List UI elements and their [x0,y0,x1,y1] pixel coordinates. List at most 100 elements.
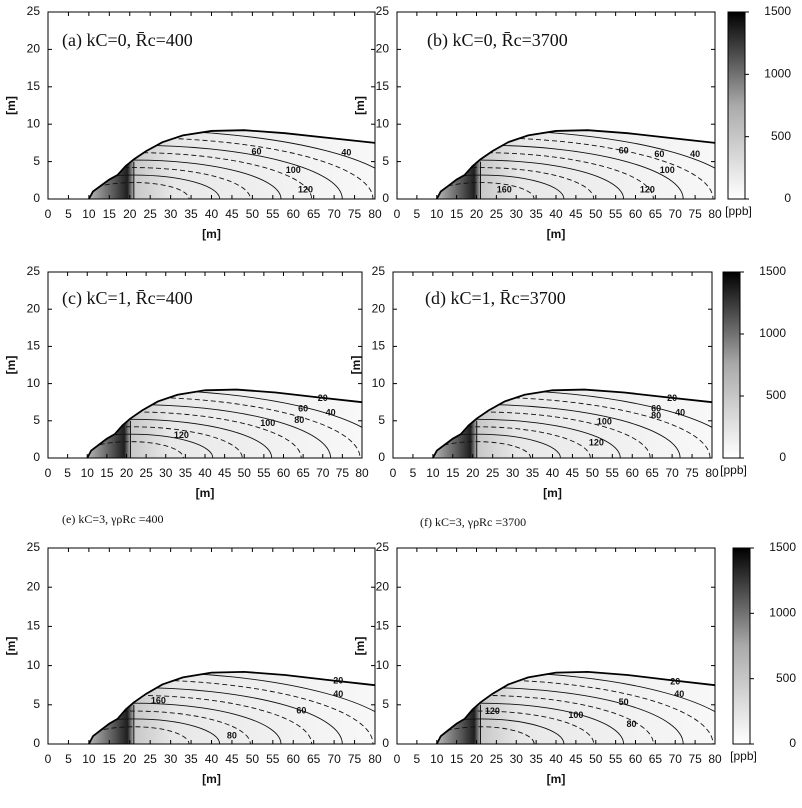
plume-edge [432,388,713,459]
x-tick-label: 5 [414,207,421,221]
contour-label: 40 [674,689,684,699]
x-tick-label: 15 [100,466,114,480]
y-axis-label: [m] [353,637,367,656]
plume-edge [88,129,376,200]
y-tick-label: 10 [376,658,390,672]
x-tick-label: 35 [184,752,198,766]
colorbar-tick-label: 500 [776,671,796,685]
contour-label: 80 [294,415,304,425]
y-tick-label: 25 [27,4,41,18]
y-tick-label: 20 [27,579,41,593]
x-axis-label: [m] [202,772,221,786]
x-tick-label: 20 [123,752,137,766]
contour-label: 20 [318,393,328,403]
x-tick-label: 80 [368,207,382,221]
x-tick-label: 65 [307,752,321,766]
x-tick-label: 35 [529,752,543,766]
contour-label: 120 [174,430,189,440]
contour-label: 80 [227,731,237,741]
x-tick-label: 10 [82,752,96,766]
x-tick-label: 60 [629,752,643,766]
contour-label: 50 [619,697,629,707]
panel-title: (e) kC=3, γρRc =400 [62,512,163,526]
x-tick-label: 20 [466,466,480,480]
x-tick-label: 60 [277,466,291,480]
colorbar-label: [ppb] [720,463,747,477]
x-tick-label: 50 [589,752,603,766]
y-axis-label: [m] [4,356,18,375]
x-tick-label: 50 [589,207,603,221]
x-tick-label: 45 [569,752,583,766]
x-tick-label: 45 [225,207,239,221]
contour-label: 160 [497,184,512,194]
x-tick-label: 0 [394,752,401,766]
panel-title: (b) kC=0, R̄c=3700 [427,30,568,51]
panel-title: (d) kC=1, R̄c=3700 [425,288,566,309]
x-tick-label: 65 [296,466,310,480]
x-tick-label: 20 [120,466,134,480]
x-tick-label: 55 [257,466,271,480]
x-tick-label: 80 [708,752,722,766]
y-tick-label: 15 [376,619,390,633]
x-tick-label: 40 [205,207,219,221]
x-tick-label: 75 [348,207,362,221]
x-tick-label: 0 [45,466,52,480]
y-axis-label: [m] [349,356,363,375]
plume-edge [88,670,376,745]
colorbar-tick-label: 1500 [764,4,791,18]
x-tick-label: 70 [665,466,679,480]
contour-label: 60 [619,146,629,156]
contour-label: 40 [675,408,685,418]
colorbar-label: [ppb] [725,204,752,218]
colorbar [727,11,746,200]
x-tick-label: 55 [609,752,623,766]
contour-label: 20 [333,676,343,686]
x-tick-label: 30 [510,752,524,766]
contour-label: 60 [654,149,664,159]
y-tick-label: 0 [33,736,40,750]
x-tick-label: 80 [368,752,382,766]
colorbar-tick-label: 1000 [759,326,786,340]
x-tick-label: 25 [144,752,158,766]
x-tick-label: 30 [506,466,520,480]
y-tick-label: 10 [376,116,390,130]
contour-label: 60 [298,403,308,413]
colorbar-tick-label: 500 [771,129,791,143]
x-tick-label: 70 [669,752,683,766]
contour-label: 80 [627,719,637,729]
x-tick-label: 80 [708,207,722,221]
y-tick-label: 20 [376,42,390,56]
panel-title: (c) kC=1, R̄c=400 [62,288,193,309]
contour-label: 100 [597,417,612,427]
colorbar-tick-label: 1000 [769,606,796,620]
x-tick-label: 45 [225,752,239,766]
x-tick-label: 20 [470,752,484,766]
contour-label: 60 [251,146,261,156]
x-tick-label: 0 [45,207,52,221]
contour-label: 20 [667,393,677,403]
x-tick-label: 10 [81,466,95,480]
x-tick-label: 65 [649,207,663,221]
contour-label: 120 [640,184,655,194]
colorbar-tick-label: 0 [779,450,786,464]
x-tick-label: 40 [549,207,563,221]
y-tick-label: 5 [33,697,40,711]
x-tick-label: 30 [164,752,178,766]
y-tick-label: 10 [27,116,41,130]
x-tick-label: 40 [205,752,219,766]
x-tick-label: 50 [246,752,260,766]
y-tick-label: 15 [27,339,41,353]
x-tick-label: 15 [103,752,117,766]
contour-label: 160 [151,695,166,705]
x-tick-label: 35 [179,466,193,480]
x-tick-label: 50 [586,466,600,480]
contour-label: 120 [485,706,500,716]
x-tick-label: 75 [688,207,702,221]
x-tick-label: 65 [646,466,660,480]
x-tick-label: 30 [159,466,173,480]
colorbar-tick-label: 1000 [764,67,791,81]
plume-edge [86,388,363,459]
x-tick-label: 70 [316,466,330,480]
y-tick-label: 5 [33,154,40,168]
